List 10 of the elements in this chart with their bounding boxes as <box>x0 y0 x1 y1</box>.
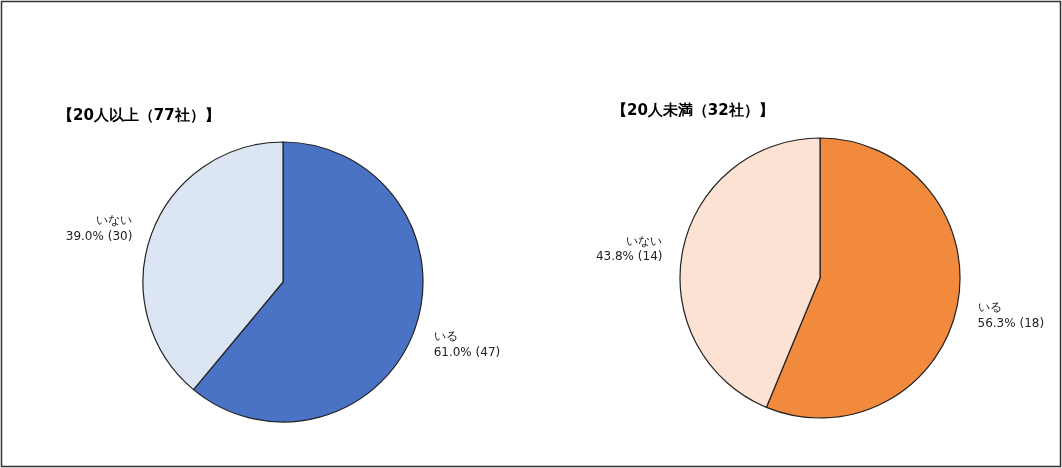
data-label: 39.0% (30) <box>65 228 133 243</box>
chart-title: 【20人未満（32社）】 <box>612 101 774 119</box>
slice-label: いない <box>96 212 133 227</box>
slice-label: いる <box>977 300 1002 315</box>
slice-label: いる <box>433 329 458 344</box>
data-label: 43.8% (14) <box>595 249 663 264</box>
chart-title: 【20人以上（77社）】 <box>58 106 220 124</box>
slice-label: いない <box>626 233 663 248</box>
data-label: 56.3% (18) <box>977 315 1045 330</box>
data-label: 61.0% (47) <box>433 344 501 359</box>
